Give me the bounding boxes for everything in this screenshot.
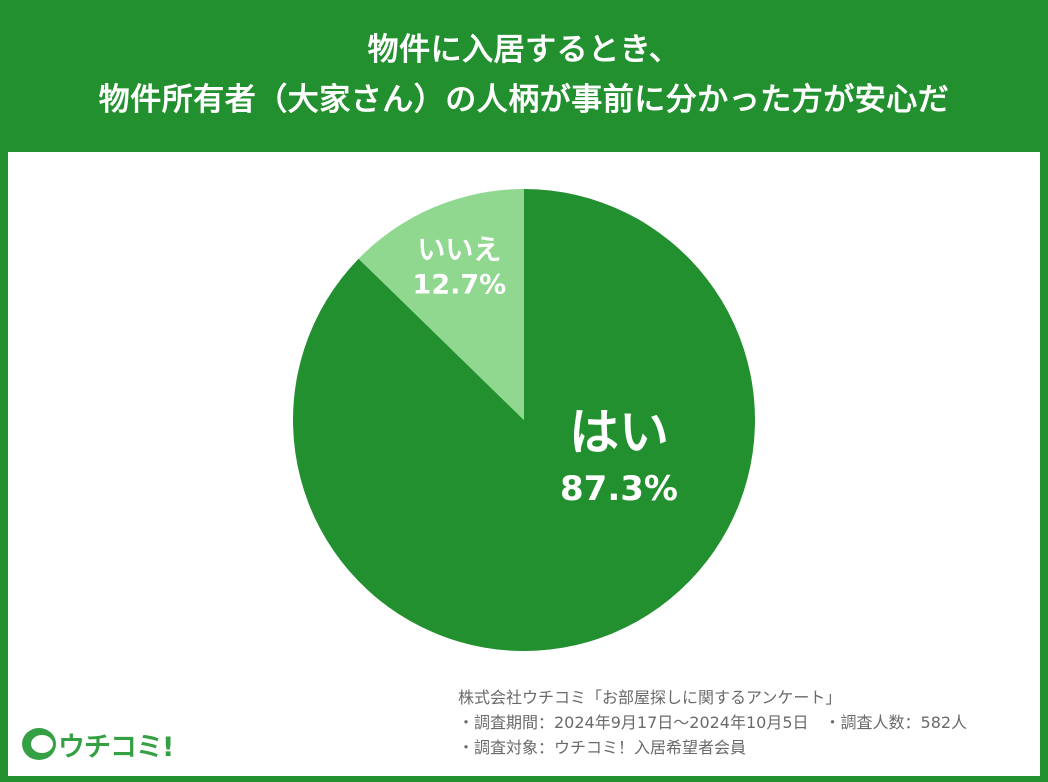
title-line-2: 物件所有者（大家さん）の人柄が事前に分かった方が安心だ — [98, 82, 950, 118]
logo-text: ウチコミ! — [58, 731, 174, 763]
survey-period-count: ・調査期間：2024年9月17日〜2024年10月5日 ・調査人数：582人 — [458, 713, 968, 732]
survey-source: 株式会社ウチコミ「お部屋探しに関するアンケート」 — [458, 688, 842, 707]
survey-info: 株式会社ウチコミ「お部屋探しに関するアンケート」 ・調査期間：2024年9月17… — [458, 685, 967, 760]
slice-value-1: 87.3% — [560, 469, 678, 509]
pie-slice-1 — [293, 189, 755, 652]
slice-label-1: はい — [569, 404, 669, 462]
chart-title: 物件に入居するとき、 物件所有者（大家さん）の人柄が事前に分かった方が安心だ — [0, 0, 1048, 150]
pie-slice-2 — [358, 189, 524, 420]
title-line-1: 物件に入居するとき、 — [367, 32, 681, 68]
uchicomi-logo: ウチコミ! — [22, 724, 174, 764]
speech-bubble-icon — [22, 728, 56, 760]
slice-label-2: いいえ — [417, 233, 501, 266]
slice-value-2: 12.7% — [413, 270, 507, 301]
survey-target: ・調査対象：ウチコミ！入居希望者会員 — [458, 738, 747, 757]
